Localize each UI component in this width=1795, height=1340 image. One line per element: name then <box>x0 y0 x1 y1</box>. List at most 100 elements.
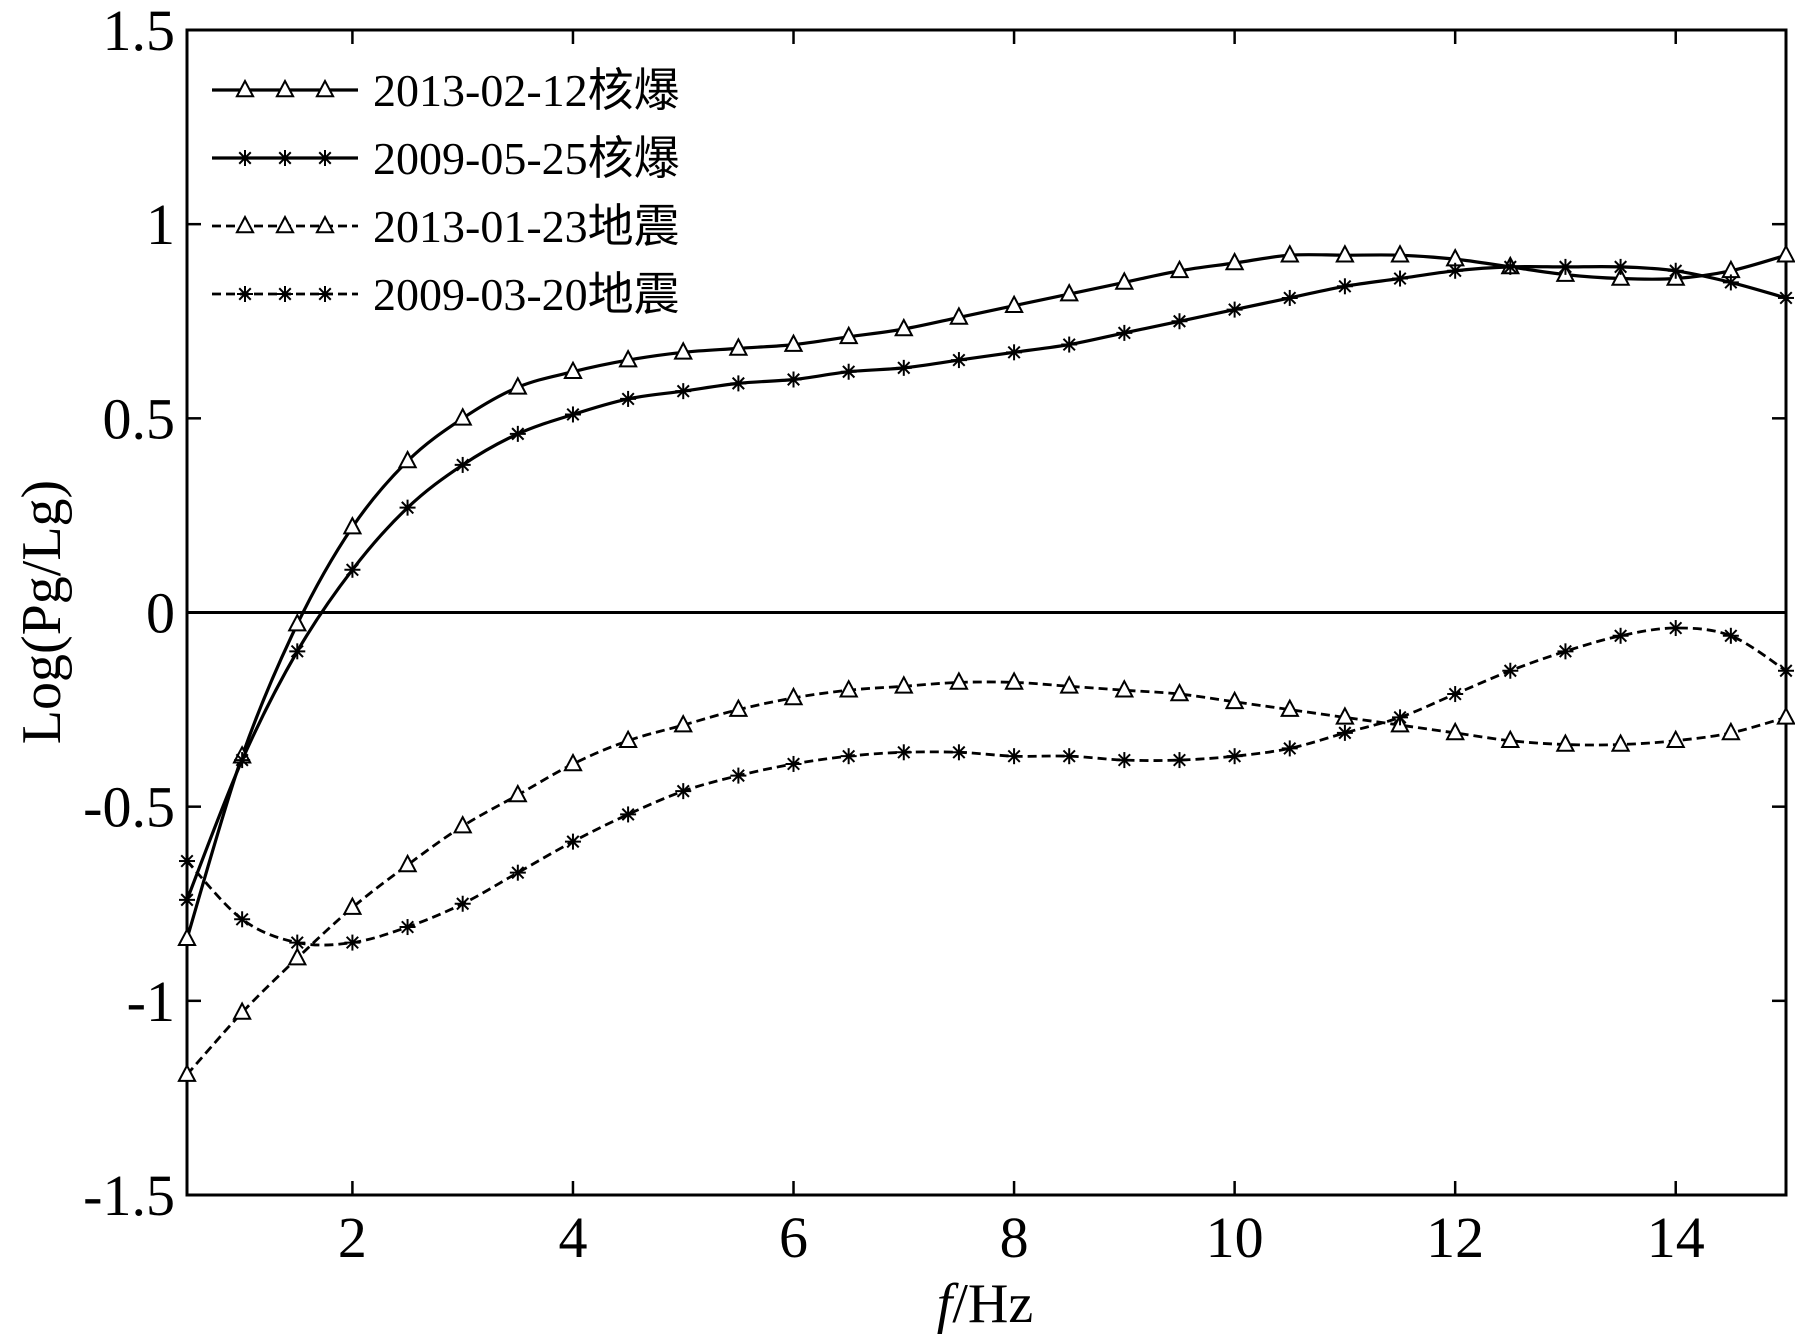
series-1 <box>177 244 1795 946</box>
series-4-point <box>564 833 581 850</box>
series-3-point <box>1665 729 1686 748</box>
series-3-line <box>185 680 1787 1076</box>
series-2-point <box>620 390 637 407</box>
series-4-point <box>509 864 526 881</box>
series-1-point <box>728 337 749 356</box>
series-2-point <box>1226 301 1243 318</box>
legend-marker <box>277 150 293 166</box>
series-3-point <box>452 814 473 834</box>
series-3-point <box>1776 706 1795 725</box>
series-1-point <box>673 341 693 360</box>
series-3-point <box>1721 721 1741 741</box>
series-3-point <box>949 671 969 690</box>
series-2-point <box>1116 324 1133 341</box>
series-4-point <box>1061 748 1078 765</box>
legend-marker <box>235 214 255 234</box>
y-tick-label: 0.5 <box>103 386 176 451</box>
legend-entry-3: 2013-01-23地震 <box>212 201 680 252</box>
series-4-point <box>620 806 637 823</box>
series-3-point <box>287 946 308 966</box>
y-tick-label: 0 <box>146 581 175 646</box>
series-4-point <box>1281 740 1298 757</box>
legend-marker <box>275 78 295 98</box>
series-3-point <box>1059 675 1079 694</box>
series-4-point <box>1226 748 1243 765</box>
x-tick-label: 12 <box>1426 1205 1484 1270</box>
series-3-point <box>618 729 638 748</box>
y-axis-title: Log(Pg/Lg) <box>11 480 73 744</box>
series-2-point <box>1392 270 1409 287</box>
y-tick-label: -0.5 <box>83 775 175 840</box>
series-2-point <box>1336 278 1353 295</box>
x-axis-title: f/Hz <box>937 1273 1033 1335</box>
series-3-point <box>177 1063 197 1082</box>
series-4-point <box>895 744 912 761</box>
y-tick-label: -1.5 <box>83 1163 175 1228</box>
series-3-point <box>1004 671 1024 690</box>
series-3-point <box>1610 733 1631 752</box>
series-4-point <box>950 744 967 761</box>
series-2-point <box>289 643 306 660</box>
series-3-point <box>894 675 914 694</box>
x-tick-label: 10 <box>1206 1205 1264 1270</box>
series-4-point <box>289 934 306 951</box>
series-1-point <box>894 317 914 337</box>
series-3-point <box>1280 698 1300 717</box>
series-4-point <box>454 895 471 912</box>
series-2-point <box>344 561 361 578</box>
series-2-point <box>785 371 802 388</box>
series-4-point <box>675 783 692 800</box>
series-1-point <box>1335 244 1355 263</box>
series-2-point <box>1722 274 1739 291</box>
series-2-point <box>675 383 692 400</box>
legend-marker <box>235 78 255 98</box>
y-tick-label: 1.5 <box>103 0 176 63</box>
series-1-point <box>1390 244 1410 263</box>
x-tick-label: 14 <box>1647 1205 1705 1270</box>
x-tick-label: 8 <box>1000 1205 1029 1270</box>
series-group <box>177 244 1795 1082</box>
series-1-point <box>1610 267 1631 286</box>
series-2-point <box>950 352 967 369</box>
series-2-point <box>1061 336 1078 353</box>
series-1-point <box>949 306 969 325</box>
legend-marker <box>317 150 333 166</box>
series-1-point <box>342 515 363 535</box>
series-2-point <box>730 375 747 392</box>
series-4-point <box>1722 627 1739 644</box>
legend-label: 2009-03-20地震 <box>373 269 680 320</box>
series-1-point <box>1280 244 1300 263</box>
series-4-point <box>1778 662 1794 679</box>
series-2-point <box>564 406 581 423</box>
series-4-point <box>1392 709 1409 726</box>
legend-label: 2013-02-12核爆 <box>373 65 680 116</box>
legend-marker <box>237 150 253 166</box>
series-2-point <box>234 752 251 769</box>
series-3-point <box>783 686 804 706</box>
series-4-point <box>785 755 802 772</box>
series-4-point <box>1006 748 1023 765</box>
series-2-point <box>1447 262 1464 279</box>
series-1-point <box>508 376 528 395</box>
series-2-point <box>1171 313 1188 330</box>
series-2-line <box>185 264 1787 901</box>
series-1-point <box>177 927 197 946</box>
series-4-point <box>179 853 195 870</box>
legend-entry-2: 2009-05-25核爆 <box>212 133 680 184</box>
series-2-point <box>1281 289 1298 306</box>
series-3-point <box>673 713 693 733</box>
series-2-point <box>509 425 526 442</box>
legend: 2013-02-12核爆 2009-05-25核爆 2013-01-23地震 2009… <box>212 65 680 320</box>
series-4-point <box>1171 752 1188 769</box>
legend-marker <box>315 214 335 234</box>
series-3-point <box>1224 690 1245 710</box>
series-3-point <box>232 1001 252 1020</box>
series-4-point <box>1336 724 1353 741</box>
series-4-point <box>1502 662 1519 679</box>
series-1-point <box>452 407 473 426</box>
series-2-point <box>454 456 471 473</box>
series-1-point <box>1059 282 1079 302</box>
series-1-point <box>563 360 583 379</box>
